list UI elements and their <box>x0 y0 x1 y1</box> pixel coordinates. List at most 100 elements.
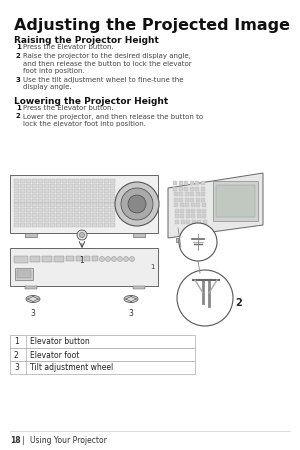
Text: Press the Elevator button.: Press the Elevator button. <box>23 44 114 50</box>
Bar <box>20 213 25 217</box>
Bar <box>98 213 103 217</box>
Polygon shape <box>180 214 184 218</box>
Text: 3: 3 <box>16 77 21 83</box>
Text: 2: 2 <box>16 53 21 59</box>
Bar <box>50 203 55 207</box>
Polygon shape <box>202 214 206 218</box>
Text: Raise the projector to the desired display angle,: Raise the projector to the desired displ… <box>23 53 191 59</box>
Bar <box>32 198 37 202</box>
Bar <box>62 179 67 183</box>
Polygon shape <box>201 186 205 190</box>
Bar <box>38 222 43 226</box>
Bar <box>68 208 73 212</box>
Bar <box>38 203 43 207</box>
Text: Tilt adjustment wheel: Tilt adjustment wheel <box>30 364 113 373</box>
Bar <box>38 184 43 188</box>
Bar <box>14 208 19 212</box>
Bar <box>62 194 67 198</box>
Bar <box>20 208 25 212</box>
Bar <box>92 189 97 193</box>
Bar <box>26 218 31 222</box>
Polygon shape <box>191 203 195 207</box>
Bar <box>20 218 25 222</box>
Bar <box>62 198 67 202</box>
Bar <box>62 222 67 226</box>
Polygon shape <box>185 208 190 212</box>
Polygon shape <box>178 181 182 185</box>
Bar <box>54 256 64 262</box>
Bar <box>50 222 55 226</box>
Bar <box>44 189 49 193</box>
Bar <box>110 208 115 212</box>
Text: 3: 3 <box>31 309 35 318</box>
Text: 3: 3 <box>14 364 19 373</box>
Bar <box>216 185 255 217</box>
Bar <box>104 218 109 222</box>
Bar <box>56 208 61 212</box>
Bar <box>80 179 85 183</box>
Text: Adjusting the Projected Image: Adjusting the Projected Image <box>14 18 290 33</box>
Text: Using Your Projector: Using Your Projector <box>30 436 107 445</box>
Bar <box>68 213 73 217</box>
Polygon shape <box>196 203 200 207</box>
Polygon shape <box>196 208 200 212</box>
Polygon shape <box>175 220 179 224</box>
Bar <box>110 194 115 198</box>
Bar <box>74 179 79 183</box>
Bar <box>68 218 73 222</box>
Text: Lower the projector, and then release the button to: Lower the projector, and then release th… <box>23 113 203 120</box>
Text: 3: 3 <box>129 309 134 318</box>
Bar <box>86 198 91 202</box>
Bar <box>44 218 49 222</box>
Bar <box>14 189 19 193</box>
Bar <box>38 179 43 183</box>
Polygon shape <box>196 192 200 196</box>
Bar <box>38 198 43 202</box>
Polygon shape <box>191 208 195 212</box>
Bar <box>92 179 97 183</box>
Bar <box>74 189 79 193</box>
Bar <box>62 203 67 207</box>
Polygon shape <box>179 198 183 202</box>
Circle shape <box>77 230 87 240</box>
Bar <box>30 256 40 262</box>
Bar <box>50 179 55 183</box>
Bar <box>20 189 25 193</box>
Text: Raising the Projector Height: Raising the Projector Height <box>14 36 159 45</box>
Bar <box>74 184 79 188</box>
Bar <box>50 184 55 188</box>
Bar <box>74 208 79 212</box>
Bar <box>98 218 103 222</box>
Bar <box>20 222 25 226</box>
Bar <box>86 184 91 188</box>
Bar <box>80 189 85 193</box>
Bar <box>62 184 67 188</box>
Bar <box>80 198 85 202</box>
Bar <box>68 198 73 202</box>
Bar <box>50 189 55 193</box>
Polygon shape <box>197 220 201 224</box>
Bar <box>176 238 186 242</box>
Bar <box>56 198 61 202</box>
Bar <box>110 184 115 188</box>
Bar <box>14 184 19 188</box>
Bar <box>92 256 98 261</box>
Bar <box>104 203 109 207</box>
Bar <box>38 213 43 217</box>
Bar <box>56 184 61 188</box>
Bar <box>86 208 91 212</box>
Polygon shape <box>197 214 201 218</box>
Bar <box>32 222 37 226</box>
Polygon shape <box>190 192 194 196</box>
Bar <box>38 194 43 198</box>
FancyBboxPatch shape <box>10 248 158 286</box>
Circle shape <box>106 256 110 261</box>
Bar <box>15 268 33 280</box>
Text: 2: 2 <box>235 298 242 308</box>
Polygon shape <box>168 173 263 238</box>
Bar <box>14 213 19 217</box>
Bar <box>92 218 97 222</box>
Bar <box>56 194 61 198</box>
Bar <box>44 184 49 188</box>
Polygon shape <box>200 181 205 185</box>
